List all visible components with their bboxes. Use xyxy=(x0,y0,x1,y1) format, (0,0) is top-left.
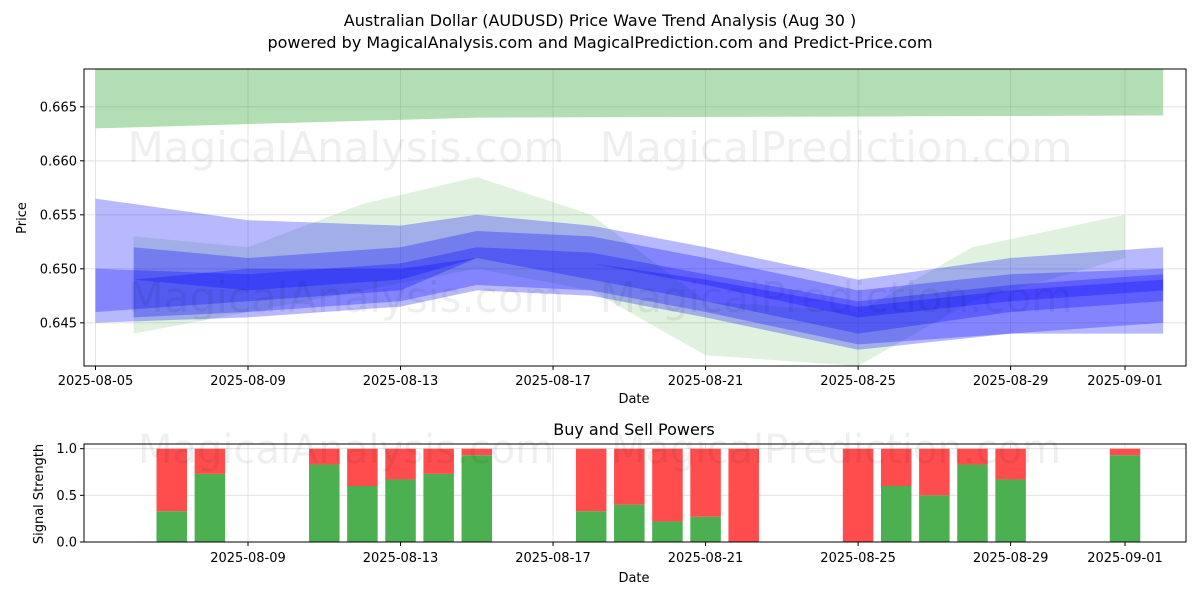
bar-x-tick-label: 2025-08-21 xyxy=(668,551,744,566)
bar-ylabel: Signal Strength xyxy=(32,444,47,544)
buy-bar xyxy=(614,504,645,542)
buy-bar xyxy=(347,486,378,542)
price-ylabel: Price xyxy=(15,202,30,234)
buy-bar xyxy=(880,486,912,542)
sell-bar xyxy=(309,448,340,465)
price-y-tick-label: 0.655 xyxy=(40,208,77,223)
buy-bar xyxy=(652,521,683,542)
watermark-analysis-mid: MagicalAnalysis.com xyxy=(128,273,565,322)
top-green-band xyxy=(95,69,1164,129)
buy-bar xyxy=(575,511,607,542)
price-plot: 2025-08-05 2025-08-09 2025-08-13 2025-08-17… xyxy=(40,68,1187,389)
watermark-analysis-bottom: MagicalAnalysis.com xyxy=(138,427,554,473)
bar-x-tick-label: 2025-08-09 xyxy=(210,551,286,566)
price-x-tick-label: 2025-08-13 xyxy=(363,374,439,389)
chart-title-line1: Australian Dollar (AUDUSD) Price Wave Tr… xyxy=(344,11,856,30)
buy-bar xyxy=(461,455,493,542)
sell-bar xyxy=(461,448,493,456)
bar-y-tick-label: 0.0 xyxy=(56,536,77,551)
sell-bar xyxy=(194,448,226,474)
bar-x-tick-label: 2025-08-17 xyxy=(515,551,591,566)
blue-wave-band xyxy=(95,198,1164,334)
sell-bar xyxy=(347,448,378,486)
price-xlabel: Date xyxy=(618,392,649,407)
bar-y-tick-label: 1.0 xyxy=(56,442,77,457)
sell-bar xyxy=(614,448,645,505)
bar-x-tick-label: 2025-08-13 xyxy=(363,551,439,566)
sell-bar xyxy=(385,448,416,480)
bar-x-tick-label: 2025-08-29 xyxy=(973,551,1049,566)
sell-bar xyxy=(423,448,454,474)
bar-plot-frame xyxy=(83,443,1187,543)
sell-bar xyxy=(842,448,874,542)
buy-bar xyxy=(309,464,340,542)
sell-bar xyxy=(652,448,683,522)
sell-bar xyxy=(880,448,912,486)
bar-y-tick-label: 0.5 xyxy=(56,489,77,504)
price-x-tick-label: 2025-09-01 xyxy=(1087,374,1163,389)
buy-bar xyxy=(156,511,188,542)
buy-bar xyxy=(385,479,416,542)
bar-xlabel: Date xyxy=(618,571,649,586)
blue-wave-band xyxy=(133,231,1164,318)
sell-bar xyxy=(995,448,1026,480)
buy-bar xyxy=(1109,455,1141,542)
price-y-tick-label: 0.645 xyxy=(40,316,77,331)
green-wave-band xyxy=(133,177,1125,366)
watermark-analysis-top: MagicalAnalysis.com xyxy=(128,123,565,172)
price-x-tick-label: 2025-08-25 xyxy=(820,374,896,389)
buy-bar xyxy=(194,473,226,542)
buy-bar xyxy=(919,495,950,542)
watermark-prediction-top: MagicalPrediction.com xyxy=(600,123,1073,172)
price-x-tick-label: 2025-08-09 xyxy=(210,374,286,389)
buy-sell-plot: 2025-08-09 2025-08-13 2025-08-17 2025-08-21… xyxy=(56,442,1187,566)
bar-title: Buy and Sell Powers xyxy=(553,420,715,439)
buy-bar xyxy=(957,464,988,542)
bar-x-tick-label: 2025-09-01 xyxy=(1087,551,1163,566)
blue-wave-band xyxy=(133,258,1164,345)
price-y-tick-label: 0.650 xyxy=(40,262,77,277)
price-x-tick-label: 2025-08-05 xyxy=(58,374,134,389)
bar-x-tick-label: 2025-08-25 xyxy=(820,551,896,566)
buy-bar xyxy=(995,479,1026,542)
sell-bar xyxy=(957,448,988,465)
price-y-tick-label: 0.660 xyxy=(40,154,77,169)
sell-bar xyxy=(1109,448,1141,456)
price-x-tick-label: 2025-08-29 xyxy=(973,374,1049,389)
sell-bar xyxy=(728,448,759,542)
sell-bar xyxy=(919,448,950,496)
buy-bar xyxy=(423,473,454,542)
price-plot-frame xyxy=(83,68,1187,367)
price-x-tick-label: 2025-08-21 xyxy=(668,374,744,389)
price-y-tick-label: 0.665 xyxy=(40,100,77,115)
sell-bar xyxy=(156,448,188,512)
sell-bar xyxy=(690,448,721,517)
watermark-prediction-mid: MagicalPrediction.com xyxy=(600,273,1073,322)
blue-wave-band xyxy=(95,247,1164,350)
watermark-prediction-bottom: MagicalPrediction.com xyxy=(611,427,1061,473)
buy-bar xyxy=(690,516,721,542)
price-x-tick-label: 2025-08-17 xyxy=(515,374,591,389)
chart-title-line2: powered by MagicalAnalysis.com and Magic… xyxy=(267,33,932,52)
sell-bar xyxy=(575,448,607,512)
